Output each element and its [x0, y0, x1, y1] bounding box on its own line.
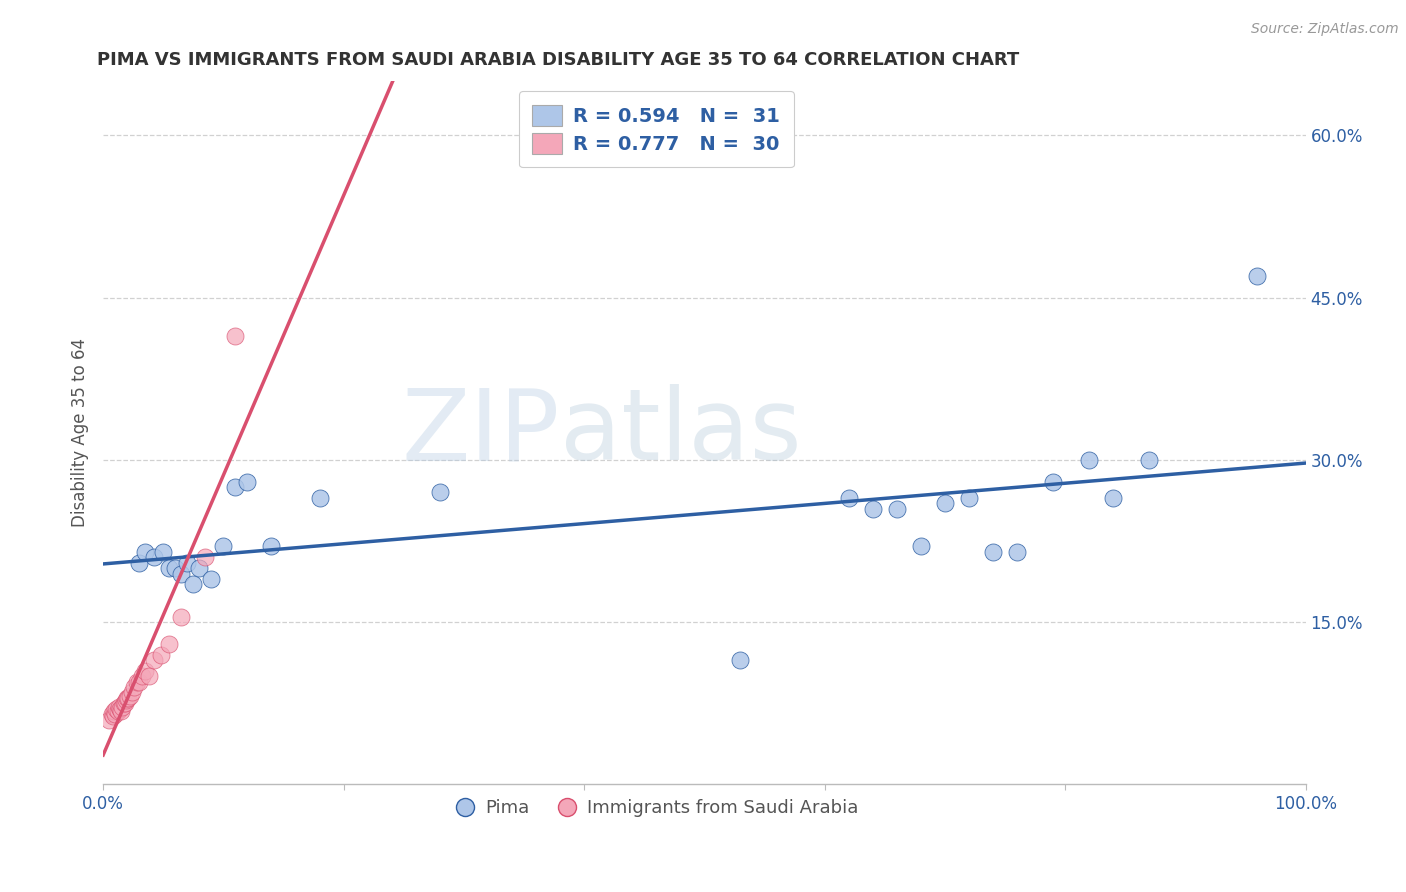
- Point: [142, 550, 165, 565]
- Point: [115, 690, 138, 705]
- Point: [170, 609, 193, 624]
- Point: [1246, 268, 1268, 283]
- Point: [131, 669, 153, 683]
- Point: [188, 561, 211, 575]
- Point: [108, 702, 131, 716]
- Point: [134, 664, 156, 678]
- Point: [115, 693, 138, 707]
- Point: [128, 674, 150, 689]
- Point: [1102, 491, 1125, 505]
- Text: ZIP: ZIP: [402, 384, 560, 482]
- Point: [176, 556, 198, 570]
- Point: [124, 680, 146, 694]
- Point: [134, 545, 156, 559]
- Point: [107, 704, 129, 718]
- Point: [910, 540, 932, 554]
- Point: [114, 696, 136, 710]
- Legend: Pima, Immigrants from Saudi Arabia: Pima, Immigrants from Saudi Arabia: [447, 792, 866, 824]
- Point: [107, 699, 129, 714]
- Point: [224, 480, 246, 494]
- Point: [730, 653, 752, 667]
- Point: [170, 566, 193, 581]
- Point: [1078, 453, 1101, 467]
- Point: [981, 545, 1004, 559]
- Point: [236, 475, 259, 489]
- Point: [98, 713, 121, 727]
- Point: [200, 572, 222, 586]
- Point: [117, 690, 139, 705]
- Point: [838, 491, 860, 505]
- Point: [194, 550, 217, 565]
- Point: [121, 685, 143, 699]
- Point: [165, 561, 187, 575]
- Point: [224, 328, 246, 343]
- Point: [886, 501, 908, 516]
- Point: [100, 707, 122, 722]
- Point: [1137, 453, 1160, 467]
- Text: atlas: atlas: [560, 384, 801, 482]
- Point: [260, 540, 283, 554]
- Point: [157, 637, 180, 651]
- Point: [862, 501, 884, 516]
- Point: [149, 648, 172, 662]
- Point: [212, 540, 235, 554]
- Point: [101, 709, 124, 723]
- Point: [142, 653, 165, 667]
- Point: [152, 545, 174, 559]
- Y-axis label: Disability Age 35 to 64: Disability Age 35 to 64: [72, 338, 89, 527]
- Point: [1005, 545, 1028, 559]
- Text: Source: ZipAtlas.com: Source: ZipAtlas.com: [1251, 22, 1399, 37]
- Point: [181, 577, 204, 591]
- Point: [138, 669, 160, 683]
- Point: [111, 699, 134, 714]
- Point: [429, 485, 451, 500]
- Point: [934, 496, 956, 510]
- Point: [112, 696, 135, 710]
- Point: [128, 556, 150, 570]
- Point: [125, 674, 148, 689]
- Point: [957, 491, 980, 505]
- Point: [308, 491, 330, 505]
- Point: [157, 561, 180, 575]
- Point: [118, 689, 141, 703]
- Point: [104, 707, 127, 722]
- Point: [103, 704, 125, 718]
- Point: [1042, 475, 1064, 489]
- Point: [105, 702, 128, 716]
- Point: [110, 704, 132, 718]
- Text: PIMA VS IMMIGRANTS FROM SAUDI ARABIA DISABILITY AGE 35 TO 64 CORRELATION CHART: PIMA VS IMMIGRANTS FROM SAUDI ARABIA DIS…: [97, 51, 1019, 69]
